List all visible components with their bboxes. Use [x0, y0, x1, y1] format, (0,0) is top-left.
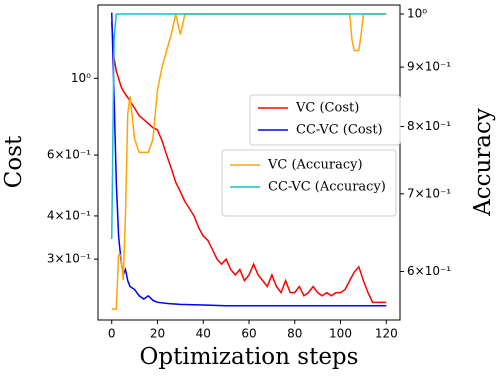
y-tick-label: 4×10⁻¹ — [47, 208, 91, 222]
legend-label: VC (Cost) — [295, 101, 359, 116]
y-axis-label: Cost — [1, 135, 27, 188]
legend-label: CC-VC (Accuracy) — [268, 180, 386, 195]
line — [110, 13, 387, 239]
legend-label: VC (Accuracy) — [267, 158, 363, 173]
y2-tick-label: 9×10⁻¹ — [407, 60, 451, 74]
y2-axis-label: Accuracy — [470, 108, 496, 217]
y2-tick-label: 10⁰ — [407, 6, 427, 20]
x-axis-label: Optimization steps — [140, 344, 359, 370]
y2-tick-label: 7×10⁻¹ — [407, 186, 451, 200]
y-tick-label: 6×10⁻¹ — [47, 148, 91, 162]
line — [111, 13, 387, 310]
x-tick-label: 120 — [375, 327, 398, 341]
legend-label: CC-VC (Cost) — [296, 123, 383, 138]
x-tick-label: 40 — [196, 327, 211, 341]
y2-tick-label: 6×10⁻¹ — [407, 264, 451, 278]
x-tick-label: 20 — [150, 327, 165, 341]
legend-box — [221, 149, 397, 217]
x-tick-label: 80 — [287, 327, 302, 341]
y-tick-label: 3×10⁻¹ — [47, 252, 91, 266]
x-tick-label: 60 — [241, 327, 256, 341]
y2-tick-label: 8×10⁻¹ — [407, 119, 451, 133]
x-tick-label: 0 — [108, 327, 116, 341]
y-tick-label: 10⁰ — [71, 71, 91, 85]
line — [110, 22, 387, 304]
x-tick-label: 100 — [329, 327, 352, 341]
